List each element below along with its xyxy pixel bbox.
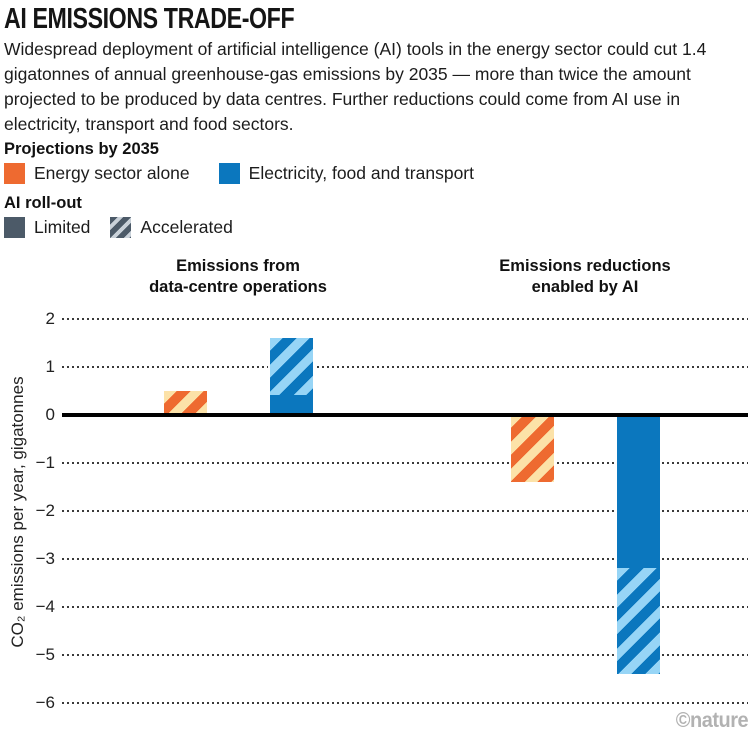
- bar-segment-limited: [267, 395, 315, 415]
- y-tick-label: 0: [45, 404, 55, 424]
- y-tick-label: 1: [45, 356, 55, 376]
- gridline: [62, 509, 748, 512]
- legend-projections-title: Projections by 2035: [4, 140, 159, 158]
- x-axis-zero-line: [62, 412, 748, 417]
- accelerated-rollout-swatch: [110, 217, 132, 238]
- gridline: [62, 365, 748, 368]
- bar-segment-accelerated: [508, 414, 556, 482]
- nature-credit: ©nature: [675, 709, 749, 732]
- gridline: [62, 605, 748, 608]
- accelerated-rollout-label: Accelerated: [140, 217, 233, 237]
- bar-segment-accelerated: [161, 390, 209, 415]
- electricity-label: Electricity, food and transport: [248, 163, 474, 183]
- gridline: [62, 461, 748, 464]
- legend-rollout-title: AI roll-out: [4, 194, 82, 212]
- group-title-line: Emissions from: [176, 257, 300, 275]
- y-tick-label: −6: [35, 692, 55, 712]
- legend-projections-row: Energy sector alone Electricity, food an…: [4, 163, 474, 184]
- gridline: [62, 557, 748, 560]
- limited-rollout-label: Limited: [34, 217, 91, 237]
- legend-rollout-row: Limited Accelerated: [4, 217, 233, 238]
- gridline: [62, 317, 748, 320]
- group-title-line: data-centre operations: [149, 278, 327, 296]
- y-tick-label: −4: [35, 596, 55, 616]
- y-tick-label: −2: [35, 500, 55, 520]
- group-title-line: enabled by AI: [531, 278, 639, 296]
- figure-subtitle: Widespread deployment of artificial inte…: [4, 39, 707, 134]
- figure-title: AI EMISSIONS TRADE-OFF: [4, 3, 295, 35]
- group-title-data-centres: Emissions from data-centre operations: [78, 256, 398, 298]
- y-tick-label: −1: [35, 452, 55, 472]
- bar-segment-accelerated: [267, 337, 315, 396]
- group-title-line: Emissions reductions: [499, 257, 671, 275]
- energy-sector-label: Energy sector alone: [34, 163, 190, 183]
- limited-rollout-swatch: [4, 217, 25, 238]
- y-tick-label: −5: [35, 644, 55, 664]
- group-title-ai-reductions: Emissions reductions enabled by AI: [425, 256, 745, 298]
- gridline: [62, 701, 748, 704]
- y-tick-label: 2: [45, 308, 55, 328]
- bar-segment-accelerated: [614, 568, 662, 674]
- electricity-swatch: [218, 163, 240, 184]
- bar-segment-limited: [614, 414, 662, 569]
- y-tick-label: −3: [35, 548, 55, 568]
- gridline: [62, 653, 748, 656]
- energy-sector-swatch: [4, 163, 25, 184]
